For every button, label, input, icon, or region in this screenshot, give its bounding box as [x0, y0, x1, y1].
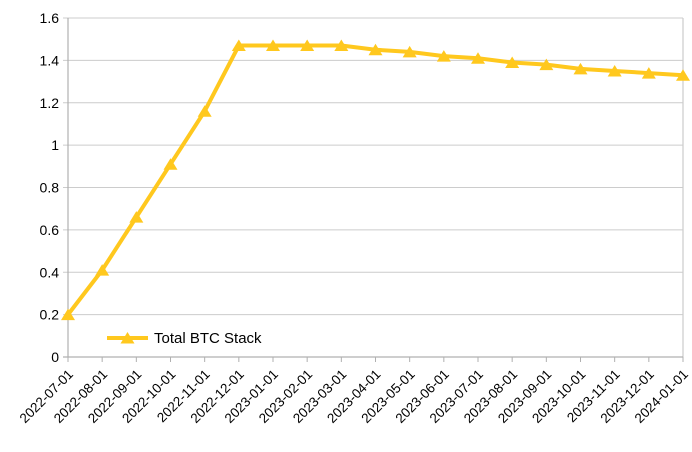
y-axis-tick-label: 1.2 [40, 95, 60, 111]
legend-marker-icon [120, 332, 135, 344]
data-point-marker [129, 211, 144, 223]
y-axis-tick-label: 0.8 [40, 180, 60, 196]
y-axis-tick-label: 1.4 [40, 52, 60, 68]
y-axis-tick-label: 0.4 [40, 264, 60, 280]
data-point-marker [402, 45, 417, 58]
data-point-marker [266, 39, 280, 52]
data-point-marker [471, 52, 485, 64]
y-axis-tick-label: 1 [51, 137, 59, 153]
data-point-marker [607, 64, 622, 77]
legend-label: Total BTC Stack [154, 330, 262, 347]
data-point-marker [436, 50, 451, 62]
data-point-marker [573, 62, 588, 75]
legend: Total BTC Stack [107, 330, 262, 347]
data-point-marker [231, 39, 246, 52]
data-point-marker [163, 158, 178, 170]
y-axis-tick-label: 0.6 [40, 222, 60, 238]
data-point-marker [539, 58, 554, 71]
data-point-marker [300, 39, 315, 52]
data-point-marker [641, 67, 656, 79]
data-point-marker [61, 308, 75, 321]
data-point-marker [197, 105, 212, 117]
data-point-marker [334, 39, 349, 52]
y-axis-tick-label: 1.6 [40, 10, 60, 26]
data-point-marker [676, 69, 690, 81]
data-point-marker [95, 264, 110, 276]
data-point-marker [368, 43, 383, 56]
data-point-marker [505, 56, 520, 68]
y-axis-tick-label: 0.2 [40, 307, 60, 323]
y-axis-tick-label: 0 [51, 349, 59, 365]
